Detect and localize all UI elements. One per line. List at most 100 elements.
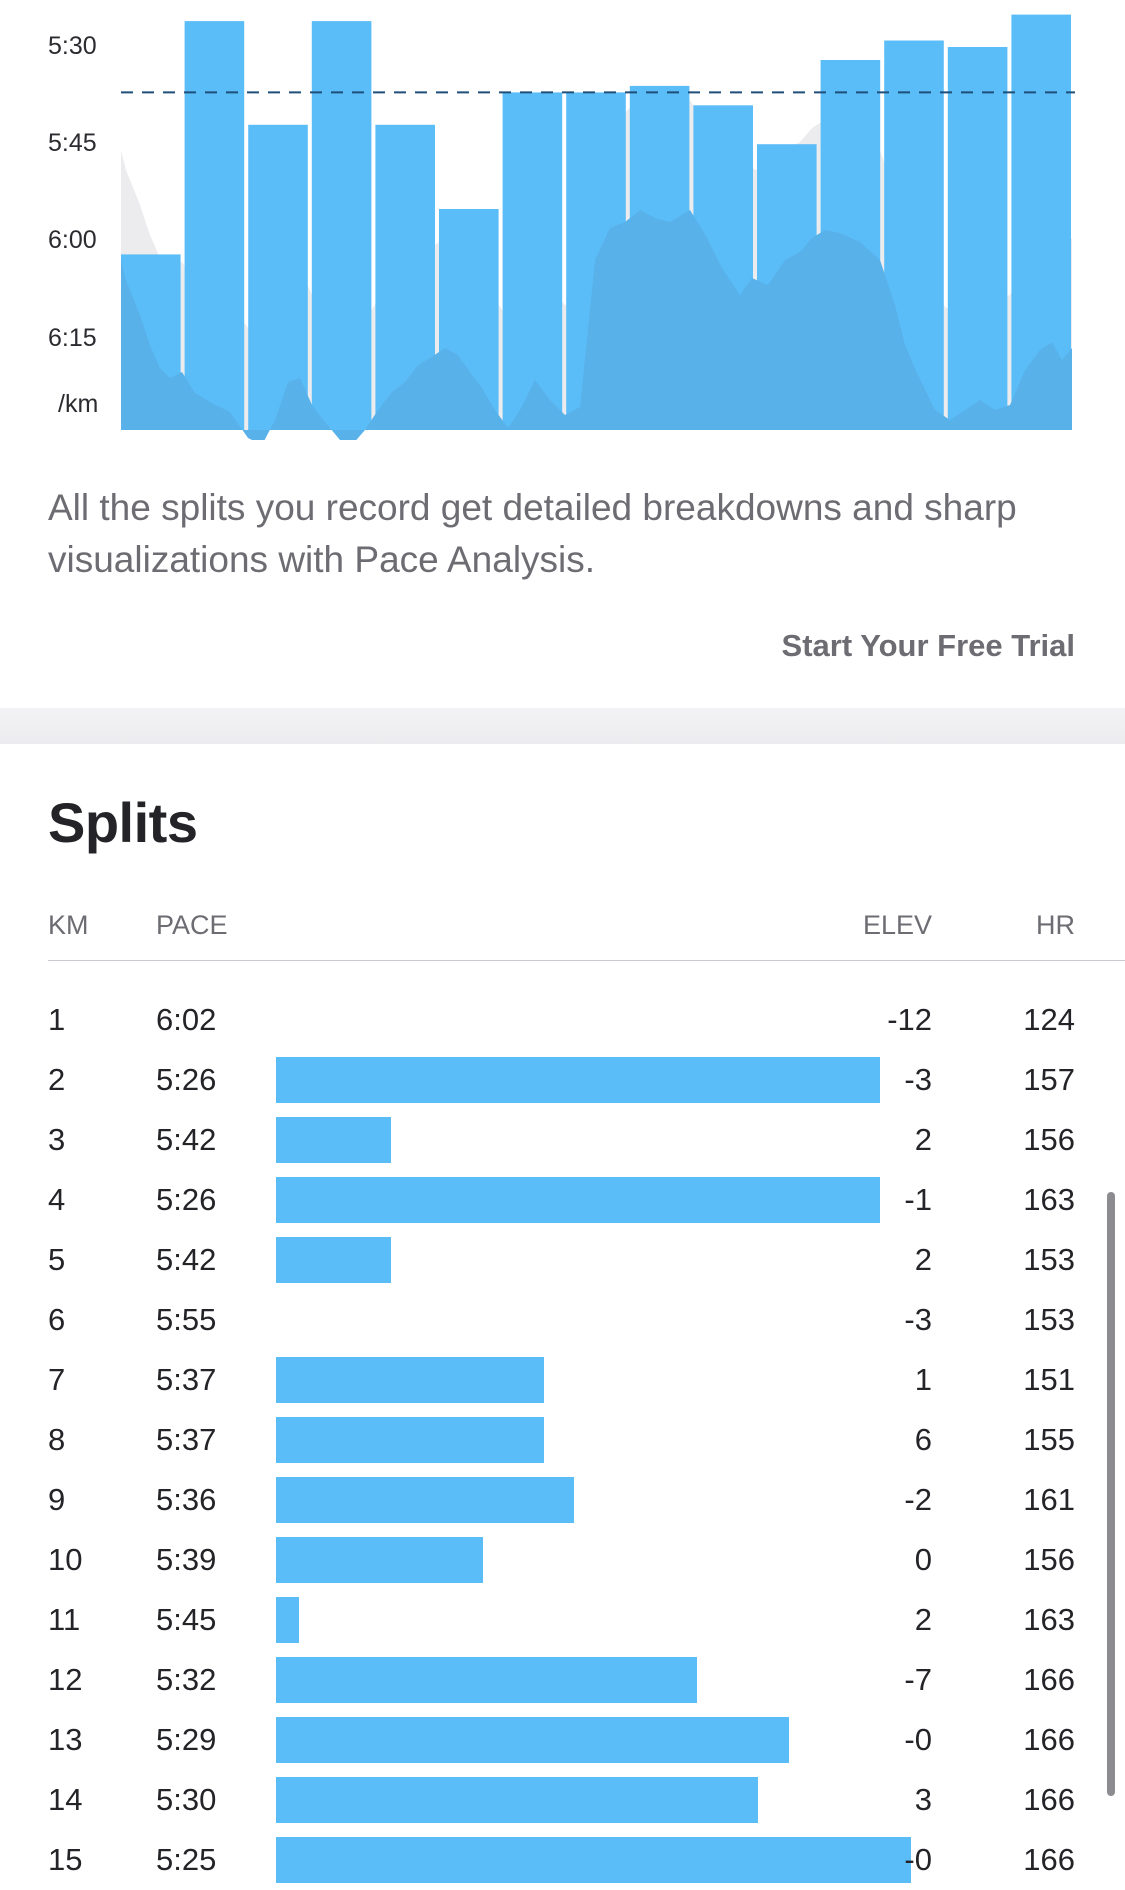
pace-bar-km-2 [184, 21, 245, 430]
split-pace-bar [276, 1837, 911, 1883]
pace-bar-km-4 [311, 21, 372, 430]
split-hr: 156 [1023, 1122, 1075, 1157]
split-elev: -0 [904, 1842, 932, 1877]
split-pace-bar [276, 1777, 758, 1823]
split-km: 15 [48, 1842, 83, 1877]
split-pace: 5:26 [156, 1062, 217, 1097]
split-pace-bar [276, 1057, 881, 1103]
split-elev: 2 [914, 1122, 932, 1157]
split-pace-bar [276, 1537, 483, 1583]
split-row: 7 5:37 1 151 [0, 1350, 1125, 1410]
split-pace: 5:36 [156, 1482, 217, 1517]
split-row: 4 5:26 -1 163 [0, 1170, 1125, 1230]
split-pace: 5:39 [156, 1542, 217, 1577]
y-tick-label: 6:15 [48, 323, 97, 352]
split-row: 8 5:37 6 155 [0, 1410, 1125, 1470]
split-pace: 5:42 [156, 1242, 217, 1277]
split-km: 11 [48, 1602, 81, 1637]
split-hr: 161 [1023, 1482, 1075, 1517]
split-pace-bar [276, 1657, 697, 1703]
split-row: 1 6:02 -12 124 [0, 990, 1125, 1050]
split-pace: 5:25 [156, 1842, 217, 1877]
split-elev: -3 [904, 1062, 932, 1097]
split-pace-bar [276, 1177, 881, 1223]
header-divider [48, 960, 1125, 961]
split-hr: 155 [1023, 1422, 1075, 1457]
split-elev: -2 [904, 1482, 932, 1517]
split-elev: -1 [904, 1182, 932, 1217]
split-row: 5 5:42 2 153 [0, 1230, 1125, 1290]
section-divider [0, 708, 1125, 744]
split-pace: 6:02 [156, 1002, 217, 1037]
split-pace-bar [276, 1417, 544, 1463]
split-hr: 124 [1023, 1002, 1075, 1037]
pace-bar-km-14 [947, 47, 1008, 430]
split-elev: 6 [914, 1422, 932, 1457]
split-pace-bar [276, 1237, 391, 1283]
split-elev: 2 [914, 1242, 932, 1277]
split-elev: 0 [914, 1542, 932, 1577]
split-km: 13 [48, 1722, 83, 1757]
split-hr: 156 [1023, 1542, 1075, 1577]
split-pace: 5:29 [156, 1722, 217, 1757]
y-axis-unit: /km [58, 390, 99, 418]
split-km: 2 [48, 1062, 66, 1097]
pace-analysis-promo-text: All the splits you record get detailed b… [48, 487, 1017, 580]
split-hr: 153 [1023, 1242, 1075, 1277]
y-tick-label: 6:00 [48, 226, 97, 255]
split-km: 14 [48, 1782, 83, 1817]
start-free-trial-button[interactable]: Start Your Free Trial [781, 628, 1075, 663]
split-pace: 5:30 [156, 1782, 217, 1817]
split-pace-bar [276, 1597, 299, 1643]
split-row: 6 5:55 -3 153 [0, 1290, 1125, 1350]
split-pace-bar [276, 1117, 391, 1163]
split-km: 3 [48, 1122, 66, 1157]
split-pace: 5:42 [156, 1122, 217, 1157]
split-pace: 5:26 [156, 1182, 217, 1217]
split-row: 2 5:26 -3 157 [0, 1050, 1125, 1110]
split-elev: -3 [904, 1302, 932, 1337]
split-km: 8 [48, 1422, 66, 1457]
split-elev: 1 [914, 1362, 932, 1397]
split-km: 6 [48, 1302, 66, 1337]
splits-title: Splits [48, 791, 198, 854]
split-row: 10 5:39 0 156 [0, 1530, 1125, 1590]
split-hr: 157 [1023, 1062, 1075, 1097]
split-elev: -7 [904, 1662, 932, 1697]
split-pace: 5:45 [156, 1602, 217, 1637]
split-row: 11 5:45 2 163 [0, 1590, 1125, 1650]
split-pace-bar [276, 1717, 789, 1763]
split-km: 9 [48, 1482, 66, 1517]
split-pace-bar [276, 1357, 544, 1403]
column-header-hr: HR [1036, 910, 1075, 940]
split-elev: -0 [904, 1722, 932, 1757]
pace-bar-km-7 [502, 92, 563, 431]
split-elev: 3 [914, 1782, 932, 1817]
split-pace-bar [276, 1477, 575, 1523]
split-row: 9 5:36 -2 161 [0, 1470, 1125, 1530]
split-km: 12 [48, 1662, 83, 1697]
split-km: 7 [48, 1362, 66, 1397]
elevation-overlap [121, 210, 1072, 440]
pace-chart [121, 14, 1075, 440]
split-km: 5 [48, 1242, 66, 1277]
column-header-km: KM [48, 910, 89, 940]
split-elev: -12 [887, 1002, 932, 1037]
split-hr: 163 [1023, 1602, 1075, 1637]
split-hr: 151 [1023, 1362, 1075, 1397]
scrollbar[interactable] [1107, 1192, 1115, 1796]
split-hr: 166 [1023, 1722, 1075, 1757]
y-tick-label: 5:45 [48, 129, 97, 158]
split-hr: 166 [1023, 1782, 1075, 1817]
split-elev: 2 [914, 1602, 932, 1637]
split-hr: 163 [1023, 1182, 1075, 1217]
split-row: 14 5:30 3 166 [0, 1770, 1125, 1830]
split-row: 3 5:42 2 156 [0, 1110, 1125, 1170]
split-pace: 5:55 [156, 1302, 217, 1337]
split-pace: 5:37 [156, 1362, 217, 1397]
split-km: 1 [48, 1002, 66, 1037]
split-row: 13 5:29 -0 166 [0, 1710, 1125, 1770]
split-row: 15 5:25 -0 166 [0, 1830, 1125, 1890]
column-header-elev: ELEV [862, 910, 932, 940]
